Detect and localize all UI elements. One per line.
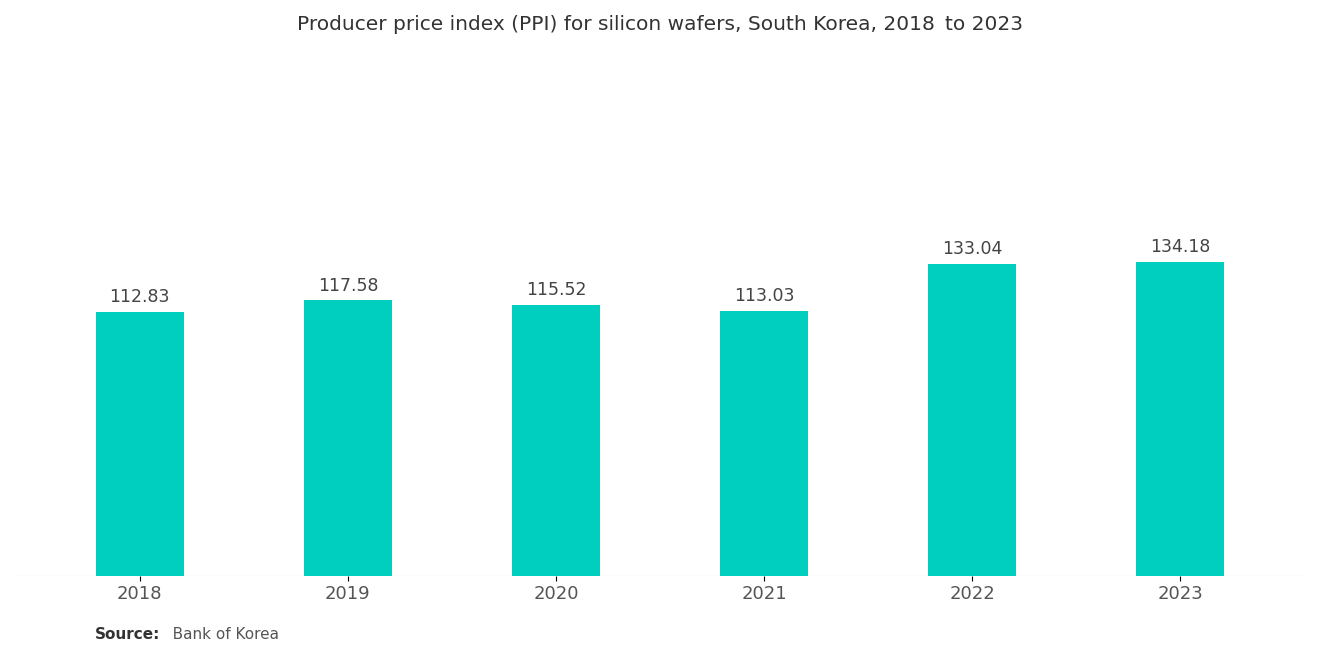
Text: Bank of Korea: Bank of Korea bbox=[158, 626, 280, 642]
Text: Source:: Source: bbox=[95, 626, 161, 642]
Bar bbox=[721, 311, 808, 576]
Bar bbox=[304, 301, 392, 576]
Bar bbox=[512, 305, 599, 576]
Text: 134.18: 134.18 bbox=[1150, 237, 1210, 255]
Bar bbox=[96, 311, 183, 576]
Bar bbox=[928, 264, 1016, 576]
Text: 112.83: 112.83 bbox=[110, 288, 170, 306]
Bar bbox=[1137, 261, 1224, 576]
Text: 115.52: 115.52 bbox=[525, 281, 586, 299]
Title: Producer price index (PPI) for silicon wafers, South Korea, 2018 to 2023: Producer price index (PPI) for silicon w… bbox=[297, 15, 1023, 34]
Text: 117.58: 117.58 bbox=[318, 277, 378, 295]
Text: 113.03: 113.03 bbox=[734, 287, 795, 305]
Text: 133.04: 133.04 bbox=[942, 240, 1002, 258]
